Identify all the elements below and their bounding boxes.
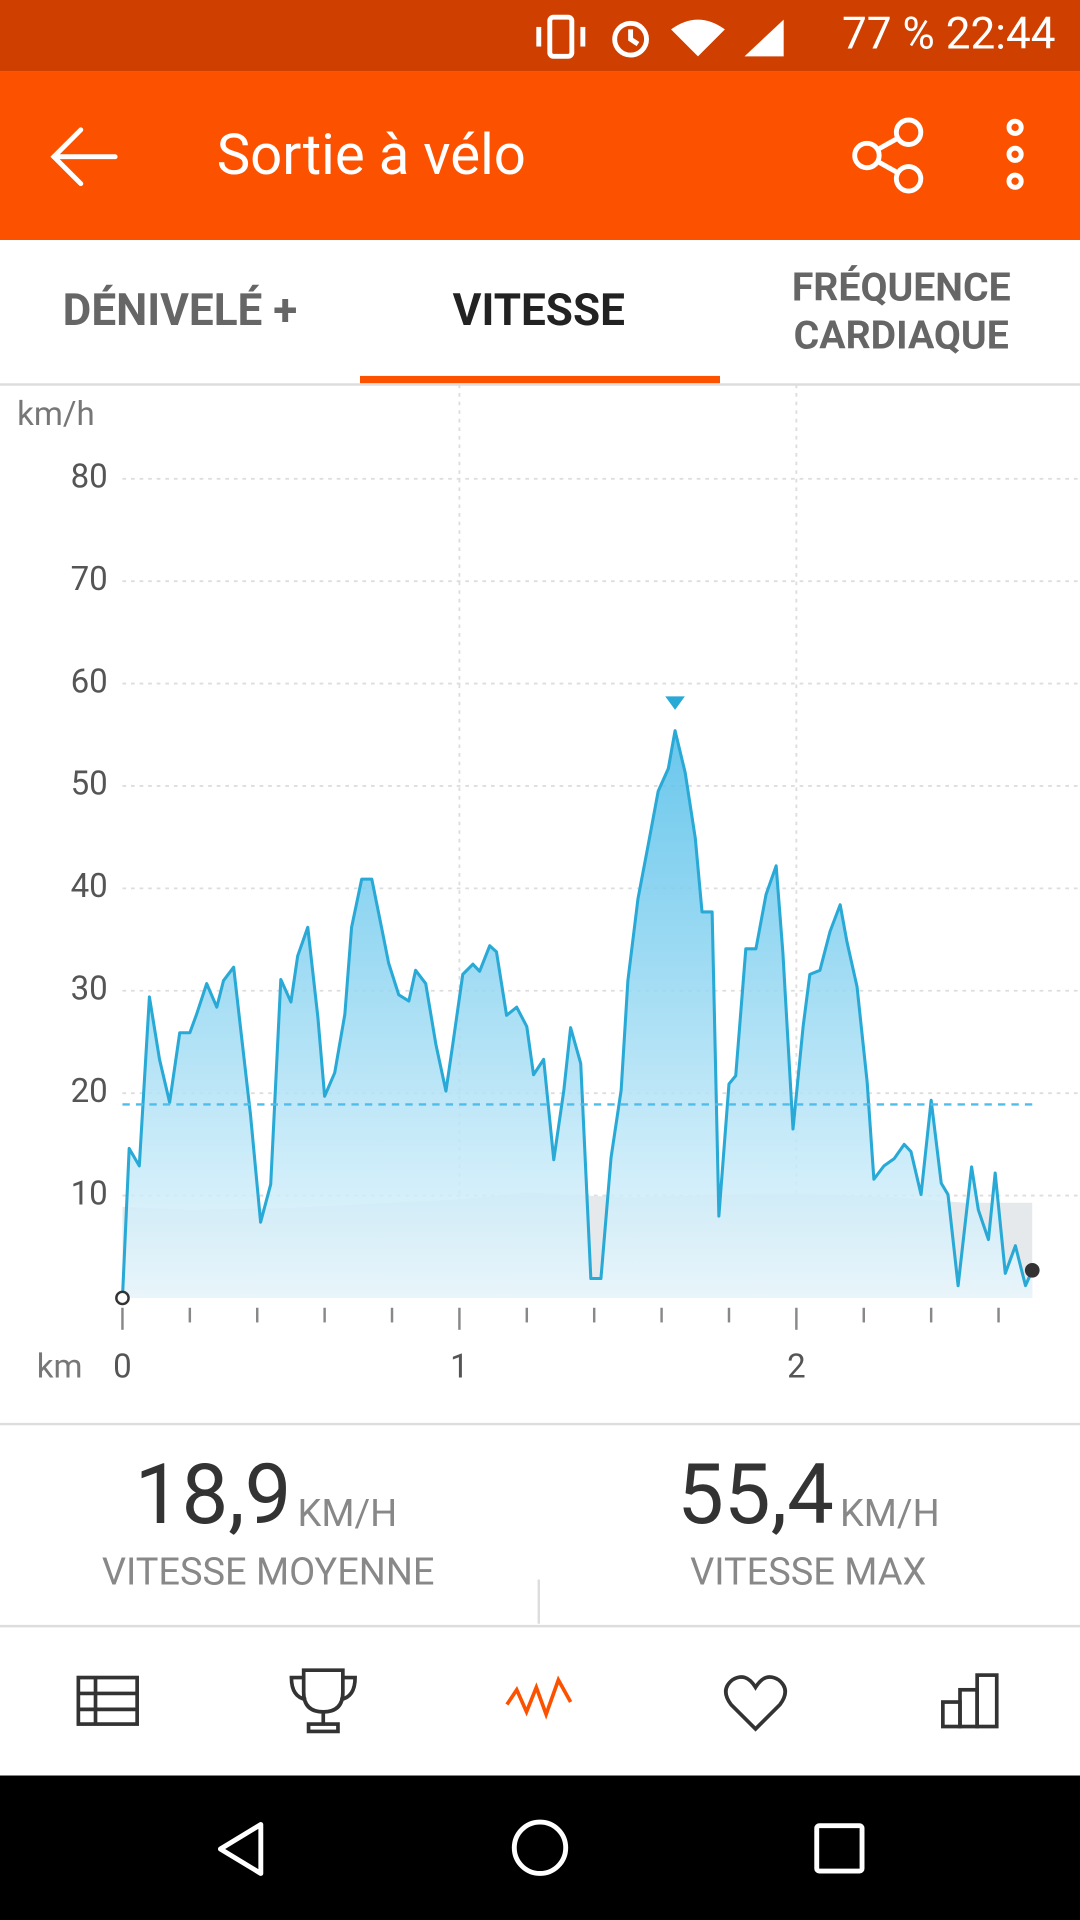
stat-unit: KM/H xyxy=(298,1492,398,1536)
app-title: Sortie à vélo xyxy=(217,122,526,188)
y-tick-label: 50 xyxy=(71,765,108,804)
nav-home[interactable] xyxy=(511,1819,569,1876)
x-tick-label: 0 xyxy=(113,1348,132,1387)
x-tick-label: 2 xyxy=(787,1348,806,1387)
back-button[interactable] xyxy=(50,127,118,187)
y-tick-label: 80 xyxy=(71,458,108,497)
tab[interactable]: FRÉQUENCE CARDIAQUE xyxy=(792,265,1011,359)
y-tick-label: 70 xyxy=(71,560,108,599)
time: 22:44 xyxy=(946,7,1056,59)
signal-icon xyxy=(744,19,784,57)
x-tick-label: 1 xyxy=(450,1348,469,1387)
y-tick-label: 20 xyxy=(71,1072,108,1111)
tab-line: CARDIAQUE xyxy=(794,312,1009,358)
x-unit: km xyxy=(37,1348,83,1387)
max-marker xyxy=(665,696,685,710)
app-bar xyxy=(0,71,1080,240)
nav-overview[interactable] xyxy=(76,1675,139,1726)
stat-value: 18,9 xyxy=(135,1447,292,1544)
tab-active[interactable]: VITESSE xyxy=(453,284,625,336)
y-tick-label: 40 xyxy=(71,867,108,906)
nav-recent[interactable] xyxy=(814,1823,865,1874)
tab[interactable]: DÉNIVELÉ + xyxy=(63,284,298,336)
status-text: 77 % 22:44 xyxy=(842,7,1055,59)
y-tick-label: 30 xyxy=(71,969,108,1008)
stat-unit: KM/H xyxy=(840,1492,940,1536)
start-point xyxy=(115,1290,130,1306)
y-unit: km/h xyxy=(17,395,95,434)
nav-heart[interactable] xyxy=(723,1675,788,1732)
nav-back[interactable] xyxy=(217,1822,264,1876)
nav-analysis[interactable] xyxy=(505,1675,573,1720)
wifi-icon xyxy=(671,19,725,57)
nav-achievements[interactable] xyxy=(289,1668,357,1734)
y-tick-label: 60 xyxy=(71,662,108,701)
status-icons xyxy=(536,14,649,59)
end-point xyxy=(1024,1262,1040,1278)
tab-line: FRÉQUENCE xyxy=(792,265,1011,311)
chart: km/h km 10 20 30 40 50 60 70 80 0 1 2 xyxy=(17,384,1080,1387)
y-tick-label: 10 xyxy=(71,1174,108,1213)
tab-indicator xyxy=(360,375,720,384)
more-button[interactable] xyxy=(1006,118,1024,190)
speed-line xyxy=(120,729,1034,1299)
stat-label: VITESSE MOYENNE xyxy=(102,1551,435,1595)
stat-label: VITESSE MAX xyxy=(690,1551,926,1595)
system-nav xyxy=(0,1775,1080,1920)
stat-value: 55,4 xyxy=(677,1447,834,1544)
speed-area xyxy=(122,730,1033,1298)
nav-stats[interactable] xyxy=(941,1673,999,1729)
share-button[interactable] xyxy=(852,117,924,194)
battery: 77 % xyxy=(842,7,935,59)
